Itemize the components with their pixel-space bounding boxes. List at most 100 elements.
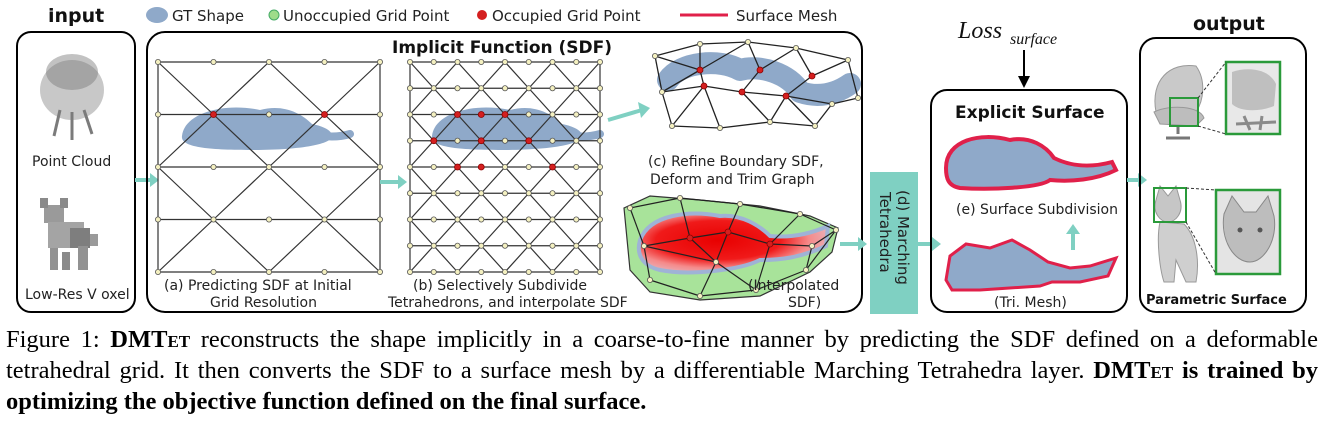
unoccupied-grid-point [454,216,461,223]
voxel-image [40,198,98,270]
unoccupied-grid-point [154,59,161,66]
unoccupied-grid-point [525,268,532,275]
unoccupied-grid-point [210,268,217,275]
legend-gt-shape: GT Shape [172,7,244,25]
unoccupied-grid-point [406,190,413,197]
unoccupied-grid-point [154,163,161,170]
unoccupied-grid-point [478,190,485,197]
unoccupied-grid-point [454,85,461,92]
label-d-line2: Tetrahedra [876,191,894,273]
output-panel: output Parametric Surface [1139,13,1307,313]
occupied-grid-point [454,111,461,118]
label-interp-line2: SDF) [788,295,821,311]
unoccupied-grid-point [406,111,413,118]
explicit-title: Explicit Surface [955,103,1105,123]
input-box [16,31,136,313]
occupied-grid-point [738,88,746,96]
unoccupied-grid-point [627,204,634,211]
occupied-swatch [477,10,487,20]
chair-render [1153,60,1282,140]
tri-mesh [944,238,1119,292]
occupied-grid-point [756,66,764,74]
unoccupied-grid-point [265,268,272,275]
unoccupied-grid-point [753,286,760,293]
arrow-interp-to-marching [840,237,867,251]
output-title: output [1193,13,1265,35]
unoccupied-grid-point [597,268,604,275]
occupied-grid-point [210,111,217,118]
label-tri-mesh: (Tri. Mesh) [994,295,1067,311]
unoccupied-grid-point [597,111,604,118]
label-b-line2: Tetrahedrons, and interpolate SDF [387,295,628,311]
unoccupied-grid-point [697,292,704,299]
occupied-grid-point [430,137,438,145]
unoccupied-grid-point [797,210,804,217]
occupied-grid-point [696,66,704,74]
unoccupied-grid-point [154,268,161,275]
unoccupied-grid-point [573,190,580,197]
caption-bold-name-sc: et [1150,357,1174,384]
unoccupied-grid-point [833,226,840,233]
parametric-label: Parametric Surface [1146,293,1287,308]
unoccupied-grid-point [454,190,461,197]
unoccupied-grid-point [737,200,744,207]
unoccupied-grid-point [430,268,437,275]
unoccupied-grid-point [549,242,556,249]
unoccupied-grid-point [697,41,704,48]
unoccupied-grid-point [454,268,461,275]
unoccupied-grid-point [210,216,217,223]
arrow-b-to-c [607,102,650,122]
unoccupied-grid-point [430,163,437,170]
legend-unoccupied: Unoccupied Grid Point [283,7,449,25]
unoccupied-grid-point [669,123,676,130]
pipeline-diagram: GT Shape Unoccupied Grid Point Occupied … [16,5,1307,314]
occupied-grid-point [724,228,732,236]
occupied-grid-point [477,163,485,171]
loss-sub: surface [1010,31,1057,48]
unoccupied-grid-point [478,268,485,275]
unoccupied-grid-point [549,216,556,223]
unoccupied-grid-point [321,268,328,275]
unoccupied-grid-point [454,242,461,249]
unoccupied-grid-point [573,216,580,223]
label-interp-line1: (Interpolated [748,278,839,294]
unoccupied-grid-point [430,216,437,223]
unoccupied-grid-point [597,163,604,170]
arrow-a-to-b [380,175,407,189]
unoccupied-grid-point [501,85,508,92]
unoccupied-grid-point [549,268,556,275]
unoccupied-grid-point [713,258,720,265]
unoccupied-grid-point [525,59,532,66]
marching-tetrahedra-block: (d) Marching Tetrahedra [870,172,918,314]
caption-text1: reconstructs the shape implicitly in a c… [6,326,1318,384]
unoccupied-grid-point [525,216,532,223]
unoccupied-grid-point [809,242,816,249]
caption-bold-name: DMT [1093,357,1151,384]
unoccupied-grid-point [478,242,485,249]
unoccupied-grid-point [406,242,413,249]
unoccupied-grid-point [803,266,810,273]
unoccupied-grid-point [430,59,437,66]
unoccupied-grid-point [641,242,648,249]
unoccupied-grid-point [549,111,556,118]
smooth-mesh [943,135,1119,191]
interpolated-sdf [623,194,840,301]
unoccupied-grid-point [406,137,413,144]
unoccupied-grid-point [652,53,659,60]
unoccupied-grid-point [265,59,272,66]
voxel-label: Low-Res V oxel [25,287,130,303]
unoccupied-grid-point [265,216,272,223]
unoccupied-grid-point [321,59,328,66]
unoccupied-grid-point [525,163,532,170]
unoccupied-grid-point [745,39,752,46]
unoccupied-grid-point [597,137,604,144]
unoccupied-grid-point [501,163,508,170]
dog-render [1153,184,1282,283]
unoccupied-grid-point [501,59,508,66]
unoccupied-grid-point [430,190,437,197]
input-title: input [48,5,104,27]
grid-a [154,59,383,275]
unoccupied-grid-point [376,268,383,275]
unoccupied-grid-point [430,111,437,118]
unoccupied-grid-point [647,276,654,283]
